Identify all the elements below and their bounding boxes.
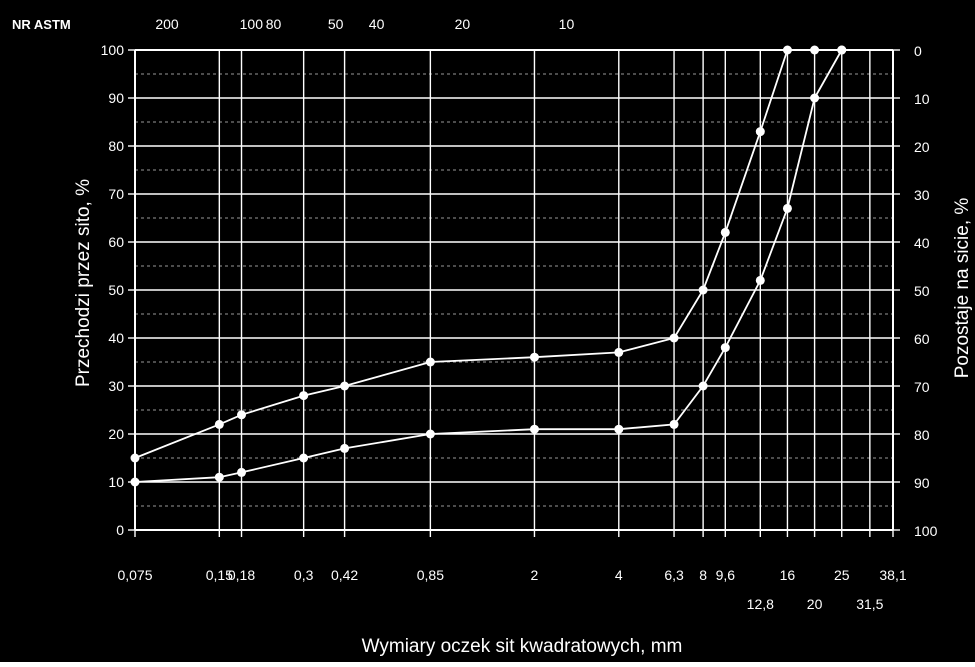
astm-tick-label: 80 (266, 16, 282, 32)
x-axis-title: Wymiary oczek sit kwadratowych, mm (362, 636, 683, 657)
x-tick-label-secondary: 31,5 (856, 596, 883, 612)
series-1-point (299, 391, 309, 401)
x-tick-label-secondary: 20 (807, 596, 823, 612)
y-tick-label-left: 90 (108, 90, 124, 106)
series-2-point (299, 453, 309, 463)
astm-tick-label: 10 (559, 16, 575, 32)
x-tick-label: 8 (699, 567, 707, 583)
series-2-point (130, 477, 140, 487)
y-tick-label-right: 100 (914, 523, 938, 539)
x-tick-label: 0,42 (331, 567, 358, 583)
y-tick-label-right: 60 (914, 331, 930, 347)
series-1-point (782, 45, 792, 55)
y-tick-label-right: 70 (914, 379, 930, 395)
y-tick-label-right: 40 (914, 235, 930, 251)
astm-tick-label: 40 (369, 16, 385, 32)
x-tick-label: 0,85 (417, 567, 444, 583)
series-1-point (529, 352, 539, 362)
y-tick-label-left: 80 (108, 138, 124, 154)
series-1-point (755, 127, 765, 137)
x-tick-label: 6,3 (664, 567, 684, 583)
x-tick-label: 0,15 (206, 567, 233, 583)
series-2-point (837, 45, 847, 55)
y-tick-label-right: 80 (914, 427, 930, 443)
y-tick-label-left: 100 (101, 42, 125, 58)
x-tick-label-secondary: 12,8 (747, 596, 774, 612)
x-tick-label: 0,075 (117, 567, 152, 583)
series-2-point (782, 203, 792, 213)
y-tick-label-right: 90 (914, 475, 930, 491)
series-2-point (755, 275, 765, 285)
series-1-point (340, 381, 350, 391)
astm-tick-label: 200 (155, 16, 179, 32)
y-axis-title-right: Pozostaje na sicie, % (952, 198, 973, 379)
series-1-point (425, 357, 435, 367)
x-tick-label: 2 (531, 567, 539, 583)
grid-lines (128, 49, 900, 537)
series-2-point (810, 93, 820, 103)
y-tick-label-left: 0 (116, 522, 124, 538)
y-tick-label-left: 30 (108, 378, 124, 394)
y-tick-label-right: 10 (914, 91, 930, 107)
series-2-point (237, 467, 247, 477)
series-2-point (614, 424, 624, 434)
x-tick-label: 16 (780, 567, 796, 583)
y-tick-label-left: 20 (108, 426, 124, 442)
series-2-point (425, 429, 435, 439)
y-tick-label-left: 50 (108, 282, 124, 298)
y-tick-label-left: 40 (108, 330, 124, 346)
y-tick-label-right: 30 (914, 187, 930, 203)
y-axis-title-left: Przechodzi przez sito, % (73, 179, 94, 387)
series-1-point (720, 227, 730, 237)
series-1-point (214, 419, 224, 429)
y-tick-label-left: 60 (108, 234, 124, 250)
series-1-point (698, 285, 708, 295)
y-tick-label-right: 50 (914, 283, 930, 299)
series-1-point (614, 347, 624, 357)
series-group (130, 45, 847, 487)
series-2-point (720, 343, 730, 353)
y-tick-label-left: 10 (108, 474, 124, 490)
series-2-point (698, 381, 708, 391)
series-1-point (810, 45, 820, 55)
y-tick-label-right: 20 (914, 139, 930, 155)
series-1-point (669, 333, 679, 343)
x-tick-label: 25 (834, 567, 850, 583)
x-tick-label: 38,1 (879, 567, 906, 583)
series-2-point (529, 424, 539, 434)
series-1-point (237, 410, 247, 420)
astm-tick-label: 50 (328, 16, 344, 32)
astm-tick-label: 100 (240, 16, 264, 32)
y-tick-label-left: 70 (108, 186, 124, 202)
series-2-point (214, 472, 224, 482)
y-tick-label-right: 0 (914, 43, 922, 59)
series-1-point (130, 453, 140, 463)
series-2-point (340, 443, 350, 453)
x-tick-label: 9,6 (716, 567, 736, 583)
x-tick-label: 0,3 (294, 567, 314, 583)
astm-tick-label: 20 (455, 16, 471, 32)
x-tick-label: 0,18 (228, 567, 255, 583)
x-tick-label: 4 (615, 567, 623, 583)
series-2-point (669, 419, 679, 429)
tick-labels: 0102030405060708090100100908070605040302… (101, 16, 938, 612)
astm-label: NR ASTM (12, 17, 71, 32)
